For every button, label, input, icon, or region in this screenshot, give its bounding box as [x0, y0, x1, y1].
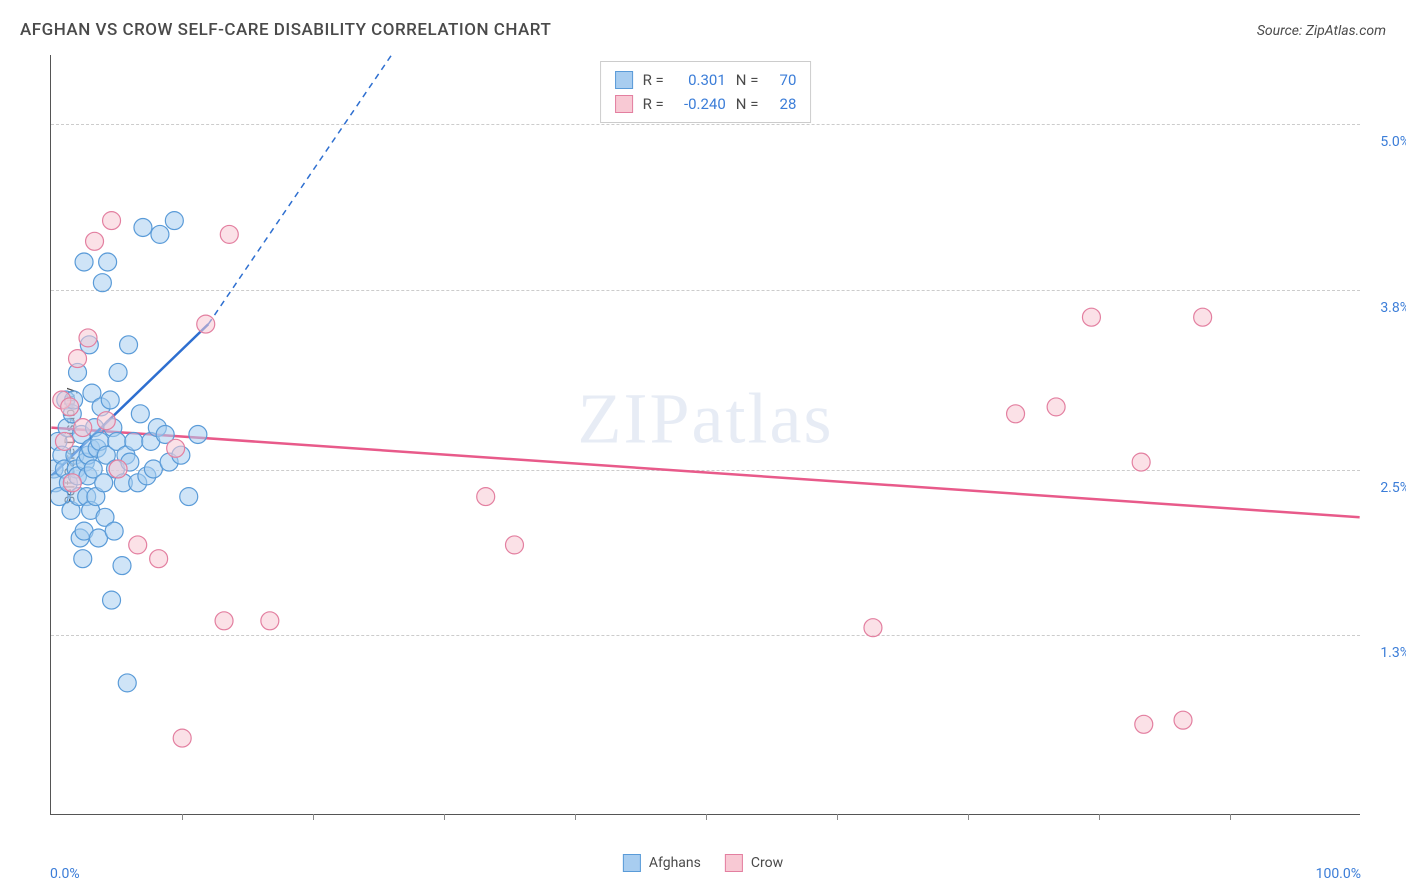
x-tick	[575, 814, 576, 820]
n-label: N =	[736, 92, 759, 116]
x-tick	[1230, 814, 1231, 820]
legend-item-afghans: Afghans	[623, 854, 701, 872]
legend-label-afghans: Afghans	[649, 855, 701, 871]
legend-label-crow: Crow	[751, 855, 783, 871]
x-tick	[968, 814, 969, 820]
y-tick-label: 1.3%	[1380, 645, 1406, 661]
legend-row-afghans: R = 0.301 N = 70	[615, 68, 797, 92]
x-tick	[837, 814, 838, 820]
swatch-afghans-icon	[615, 71, 633, 89]
legend-series: Afghans Crow	[623, 854, 783, 872]
swatch-crow-icon	[615, 95, 633, 113]
y-tick-label: 3.8%	[1380, 300, 1406, 316]
source-label: Source: ZipAtlas.com	[1257, 23, 1386, 39]
scatter-svg	[51, 55, 1360, 814]
swatch-afghans-icon	[623, 854, 641, 872]
chart-title: AFGHAN VS CROW SELF-CARE DISABILITY CORR…	[20, 20, 551, 40]
r-label: R =	[643, 92, 664, 116]
x-tick	[444, 814, 445, 820]
legend-row-crow: R = -0.240 N = 28	[615, 92, 797, 116]
n-label: N =	[736, 68, 759, 92]
n-value-crow: 28	[768, 92, 796, 116]
x-tick	[1099, 814, 1100, 820]
r-label: R =	[643, 68, 664, 92]
legend-item-crow: Crow	[725, 854, 783, 872]
y-tick-label: 5.0%	[1380, 134, 1406, 150]
r-value-crow: -0.240	[674, 92, 726, 116]
r-value-afghans: 0.301	[674, 68, 726, 92]
swatch-crow-icon	[725, 854, 743, 872]
x-tick	[182, 814, 183, 820]
legend-correlation: R = 0.301 N = 70 R = -0.240 N = 28	[600, 61, 812, 123]
plot-area: ZIPatlas R = 0.301 N = 70 R = -0.240 N =…	[50, 55, 1360, 815]
x-tick	[706, 814, 707, 820]
y-tick-label: 2.5%	[1380, 480, 1406, 496]
n-value-afghans: 70	[768, 68, 796, 92]
x-min-label: 0.0%	[50, 866, 80, 882]
x-max-label: 100.0%	[1316, 866, 1361, 882]
x-tick	[313, 814, 314, 820]
